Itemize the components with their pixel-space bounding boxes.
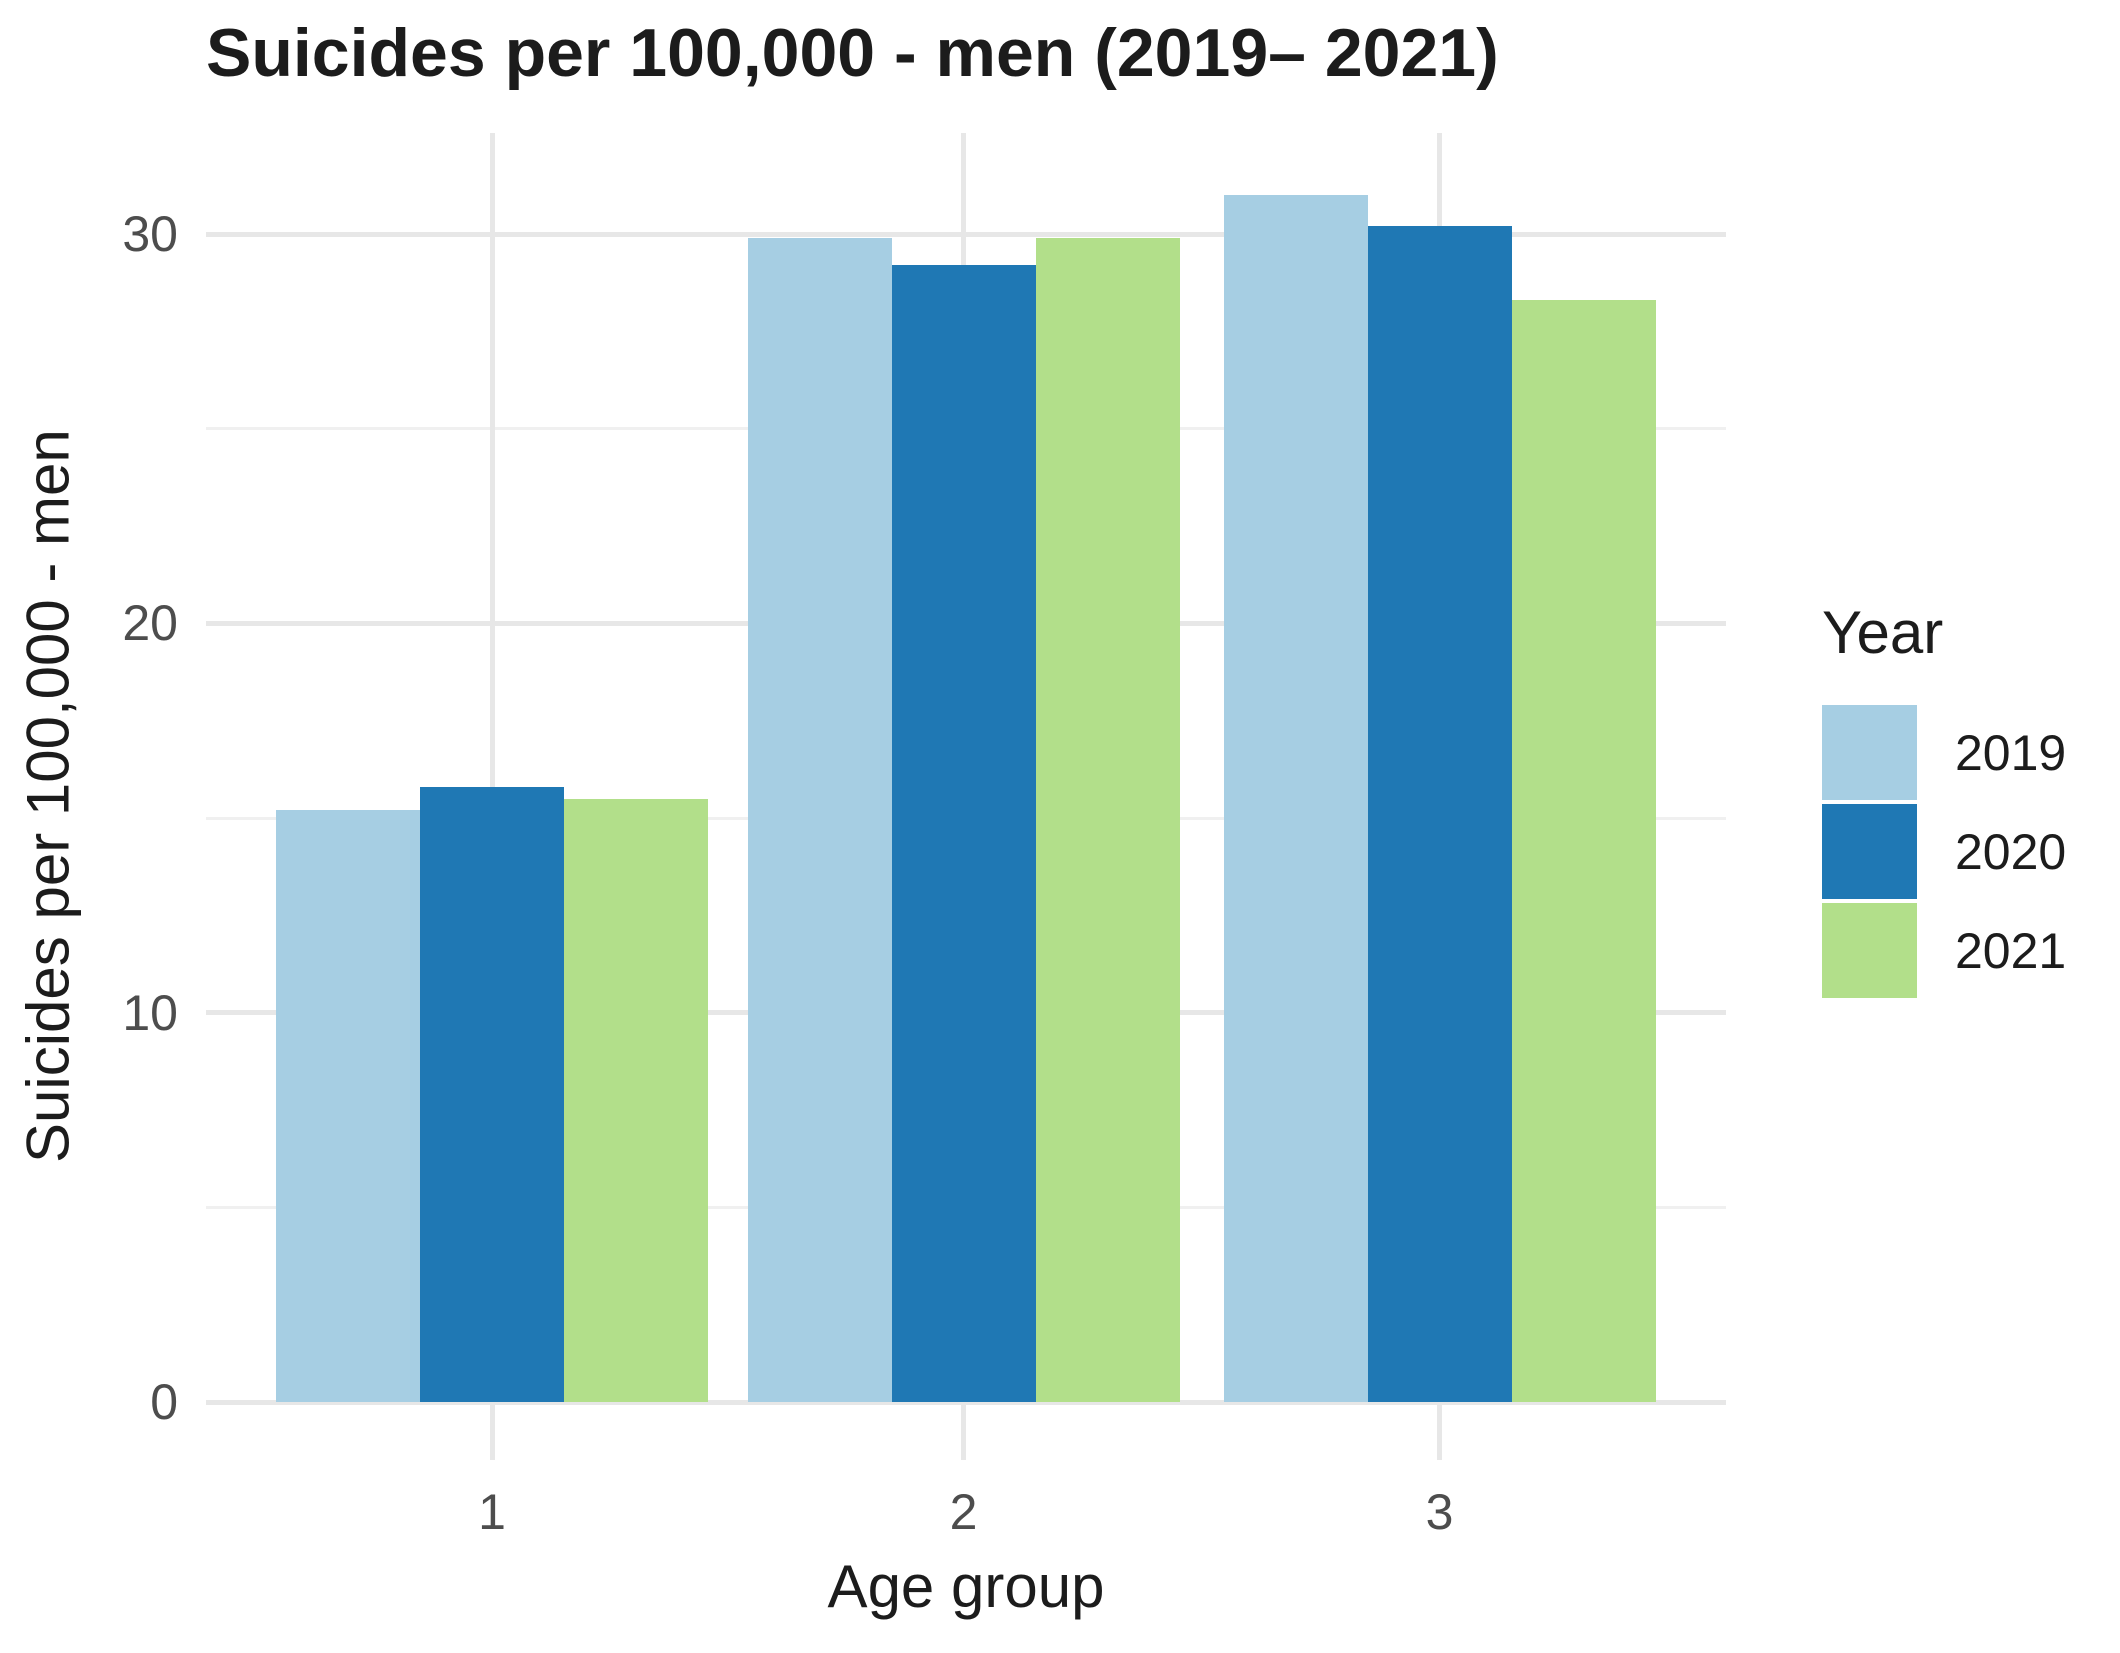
x-tick-label: 3: [1425, 1484, 1454, 1540]
bar-2019-group-1: [276, 810, 420, 1402]
bar-2020-group-3: [1367, 226, 1512, 1402]
legend-label: 2020: [1955, 823, 2067, 880]
chart-title: Suicides per 100,000 - men (2019– 2021): [206, 15, 1499, 91]
gridline-y-major: [206, 231, 1726, 237]
bar-2020-group-2: [891, 265, 1036, 1402]
legend-title: Year: [1822, 599, 1944, 666]
legend-swatch-2021: [1822, 903, 1917, 998]
legend-item-2019: 2019: [1822, 705, 2112, 800]
legend: Year 2019 2020 2021: [1822, 598, 2112, 1002]
legend-items: 2019 2020 2021: [1822, 705, 2112, 998]
y-tick-label: 30: [122, 206, 178, 263]
gridline-y-major: [206, 1399, 1726, 1405]
legend-label: 2019: [1955, 724, 2067, 781]
bar-2019-group-2: [747, 237, 892, 1402]
y-tick-label: 10: [122, 984, 178, 1041]
bar-2020-group-1: [420, 786, 564, 1402]
bar-2019-group-3: [1223, 195, 1368, 1402]
legend-swatch-2019: [1822, 705, 1917, 800]
legend-label: 2021: [1955, 922, 2067, 979]
plot-panel: [206, 133, 1726, 1460]
y-axis-title: Suicides per 100,000 - men: [14, 429, 82, 1164]
legend-item-2021: 2021: [1822, 903, 2112, 998]
y-tick-label: 0: [150, 1374, 178, 1430]
bar-2021-group-2: [1035, 237, 1180, 1402]
legend-swatch-2020: [1822, 804, 1917, 899]
legend-item-2020: 2020: [1822, 804, 2112, 899]
x-axis-title: Age group: [827, 1553, 1105, 1620]
bar-2021-group-3: [1511, 300, 1656, 1402]
x-tick-label: 2: [949, 1484, 978, 1540]
x-tick-label: 1: [478, 1484, 506, 1540]
y-tick-label: 20: [122, 595, 178, 652]
bar-2021-group-1: [564, 798, 708, 1402]
